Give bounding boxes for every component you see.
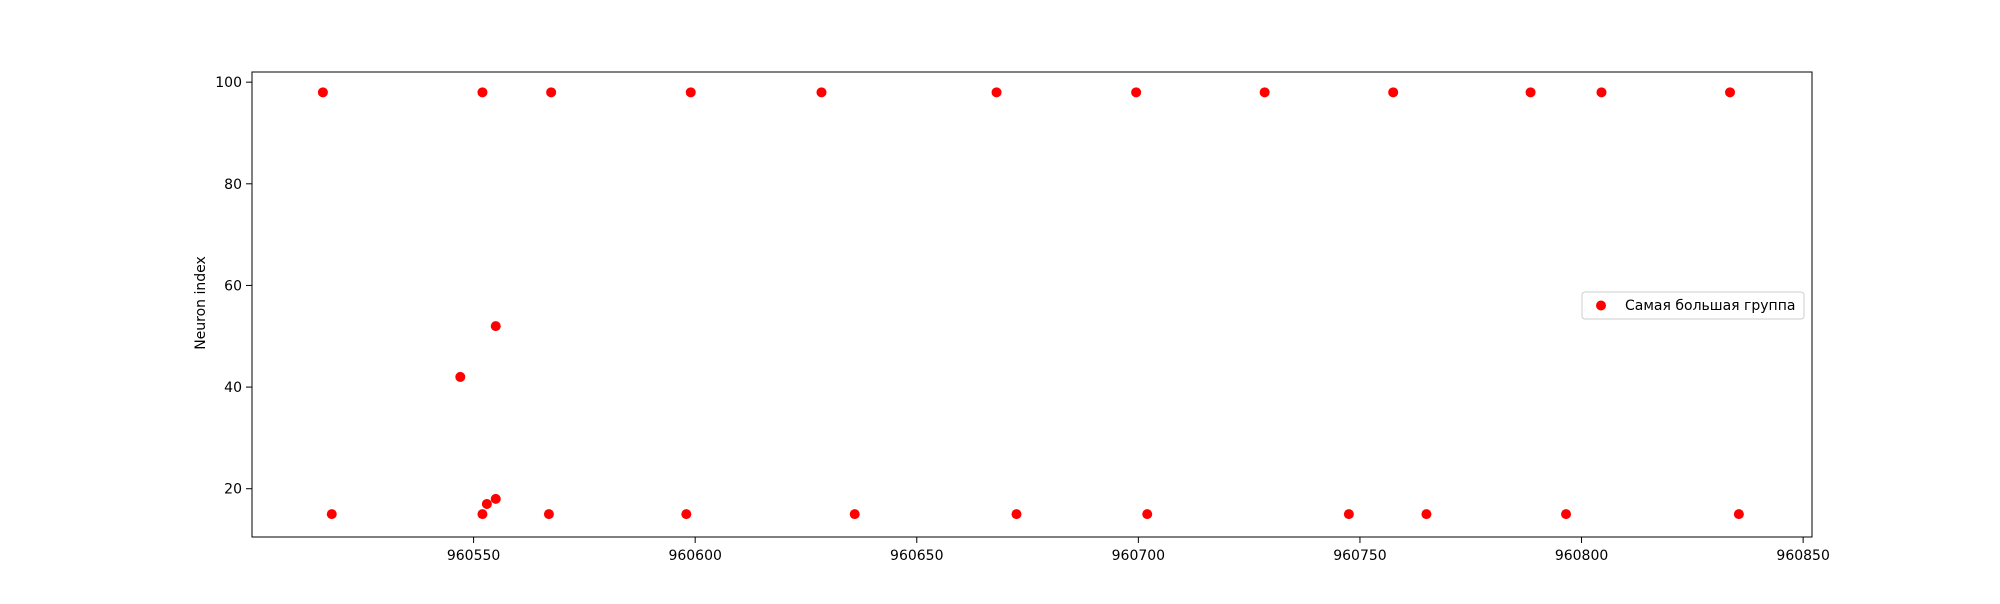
data-point [455, 371, 466, 382]
data-point [1343, 509, 1354, 520]
x-tick-label: 960800 [1555, 548, 1608, 564]
data-point [816, 87, 827, 98]
data-point [681, 509, 692, 520]
data-point [477, 87, 488, 98]
plot-area [251, 71, 1813, 538]
data-point [1388, 87, 1399, 98]
data-point [1733, 509, 1744, 520]
data-point [543, 509, 554, 520]
y-axis-label: Neuron index [193, 256, 209, 350]
data-point [477, 509, 488, 520]
data-point [1259, 87, 1270, 98]
legend-label: Самая большая группа [1625, 298, 1795, 314]
legend-marker [1596, 300, 1606, 311]
x-tick-label: 960750 [1333, 548, 1386, 564]
data-point [490, 321, 501, 332]
x-tick-label: 960600 [668, 548, 721, 564]
data-point [1131, 87, 1142, 98]
plot-frame [251, 71, 1813, 538]
legend-box [1581, 291, 1805, 320]
data-point [1725, 87, 1736, 98]
y-tick-label: 20 [224, 482, 242, 498]
data-points [317, 87, 1744, 520]
legend: Самая большая группа [1581, 291, 1805, 320]
y-tick-label: 60 [224, 278, 242, 294]
x-tick-label: 960650 [890, 548, 943, 564]
y-tick-label: 80 [224, 177, 242, 193]
data-point [991, 87, 1002, 98]
data-point [1525, 87, 1536, 98]
x-axis-ticks: 960550 960600 960650 960700 960750 960800 9608… [447, 537, 1830, 564]
x-tick-label: 960700 [1112, 548, 1165, 564]
data-point [317, 87, 328, 98]
data-point [1421, 509, 1432, 520]
data-point [1596, 87, 1607, 98]
y-tick-label: 40 [224, 380, 242, 396]
y-axis-ticks: 20 40 60 80 100 [215, 75, 252, 498]
data-point [481, 498, 492, 509]
y-tick-label: 100 [215, 75, 242, 91]
data-point [490, 493, 501, 504]
data-point [546, 87, 557, 98]
data-point [849, 509, 860, 520]
data-point [1011, 509, 1022, 520]
data-point [326, 509, 337, 520]
data-point [1142, 509, 1153, 520]
data-point [685, 87, 696, 98]
x-tick-label: 960850 [1776, 548, 1829, 564]
x-tick-label: 960550 [447, 548, 500, 564]
data-point [1561, 509, 1572, 520]
